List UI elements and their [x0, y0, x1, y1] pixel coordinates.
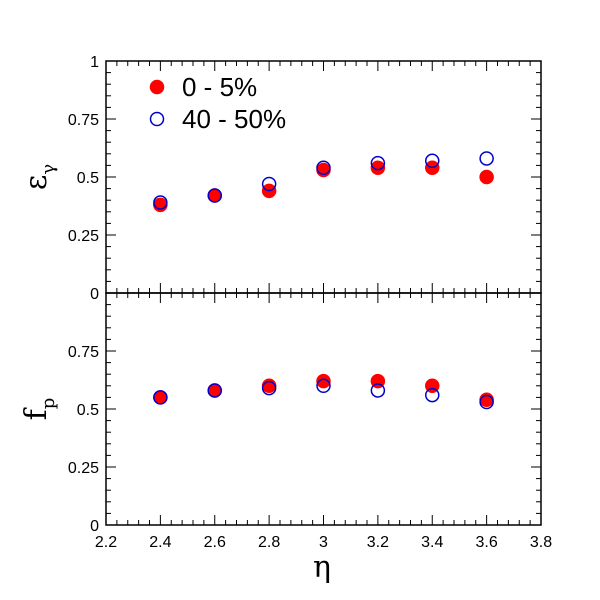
legend-marker-central [149, 79, 165, 95]
bottom-y-tick-label: 0.5 [77, 402, 99, 419]
bottom-y-axis-label-sub: p [38, 398, 59, 410]
legend: 0 - 5% 40 - 50% [149, 72, 286, 134]
top-point-peripheral [370, 155, 386, 171]
top-y-tick-label: 0.5 [77, 170, 99, 187]
x-tick-label: 2.2 [95, 534, 117, 551]
bottom-y-axis-label: fp [19, 398, 59, 421]
bottom-point-peripheral [153, 390, 168, 405]
legend-label-central: 0 - 5% [182, 72, 257, 102]
legend-label-peripheral: 40 - 50% [182, 104, 286, 134]
x-tick-label: 2.8 [258, 534, 280, 551]
x-tick-label: 3.6 [476, 534, 498, 551]
bottom-panel: 0 0.25 0.5 0.75 2.2 2.4 2.6 2.8 3 3.2 3.4 3.6 3.8 [68, 292, 552, 551]
x-tick-label: 3.4 [421, 534, 443, 551]
top-point-peripheral [153, 195, 168, 210]
top-point-central [479, 169, 494, 185]
top-point-peripheral [261, 176, 277, 192]
x-tick-label: 3.2 [367, 534, 389, 551]
x-tick-label: 3 [319, 534, 328, 551]
top-panel: 0 0.25 0.5 0.75 1 [68, 54, 542, 303]
top-y-axis-label-sub: γ [38, 164, 59, 175]
bottom-y-tick-label: 0.25 [68, 460, 99, 477]
bottom-point-central [316, 373, 331, 389]
x-tick-label: 2.4 [149, 534, 171, 551]
x-tick-label: 2.6 [204, 534, 226, 551]
bottom-y-tick-label: 0 [90, 518, 99, 535]
top-y-axis-label-main: ε [19, 175, 54, 191]
top-y-axis-label: εγ [19, 164, 59, 190]
bottom-point-peripheral [370, 383, 386, 398]
bottom-point-peripheral [261, 380, 277, 396]
legend-marker-peripheral [149, 111, 165, 127]
bottom-point-peripheral [425, 387, 440, 403]
x-axis-label: η [313, 550, 331, 585]
top-y-tick-label: 0 [90, 286, 99, 303]
top-point-central [370, 160, 386, 175]
top-y-tick-label: 0.25 [68, 228, 99, 245]
top-point-peripheral [316, 160, 331, 175]
top-y-tick-label: 0.75 [68, 112, 99, 129]
x-tick-label: 3.8 [530, 534, 552, 551]
bottom-plot-frame [105, 292, 542, 526]
top-y-tick-label: 1 [90, 54, 99, 71]
bottom-y-tick-label: 0.75 [68, 344, 99, 361]
top-point-peripheral [425, 153, 440, 169]
bottom-point-peripheral [207, 383, 222, 398]
bottom-point-peripheral [479, 394, 494, 410]
top-point-peripheral [479, 151, 494, 166]
bottom-y-axis-label-main: f [19, 407, 54, 420]
top-point-peripheral [207, 188, 222, 203]
bottom-point-peripheral [316, 378, 331, 394]
